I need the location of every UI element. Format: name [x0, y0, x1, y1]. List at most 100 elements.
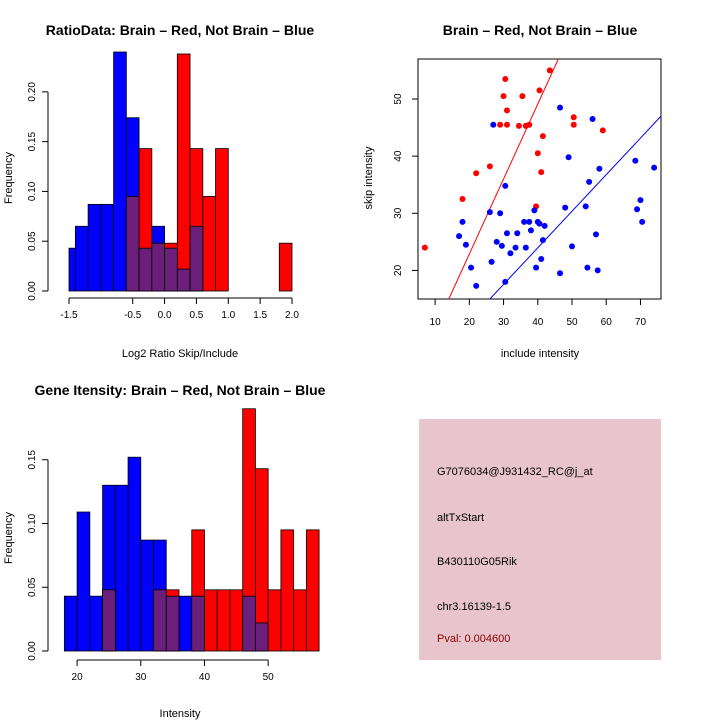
- not-brain-point: [486, 209, 493, 216]
- brain-point: [459, 196, 466, 202]
- brain-point: [503, 121, 510, 128]
- overlap-bar: [164, 247, 178, 292]
- not-brain-point: [557, 270, 564, 277]
- x-tick-label: 60: [601, 317, 613, 328]
- overlap-bar: [242, 595, 256, 652]
- not-brain-point: [497, 210, 504, 217]
- brain-point: [503, 107, 510, 114]
- intensity-ylabel: Frequency: [3, 512, 15, 564]
- y-tick-label: 0.00: [27, 641, 38, 661]
- not-brain-point: [569, 243, 576, 250]
- overlap-bar: [151, 242, 165, 292]
- brain-fit-line: [448, 59, 559, 299]
- brain-point: [526, 121, 533, 128]
- not-brain-point: [459, 218, 466, 225]
- brain-bar: [293, 589, 307, 652]
- x-tick-label: 30: [135, 672, 147, 683]
- not-brain-point: [514, 230, 521, 237]
- not-brain-point: [589, 116, 596, 122]
- not-brain-point: [526, 218, 533, 225]
- intensity-title: Gene Itensity: Brain – Red, Not Brain – …: [35, 382, 326, 398]
- not-brain-bar: [127, 456, 142, 652]
- brain-point: [539, 133, 546, 140]
- not-brain-point: [539, 237, 546, 244]
- probe-id: G7076034@J931432_RC@j_at: [437, 466, 593, 478]
- x-tick-label: 20: [72, 672, 84, 683]
- not-brain-point: [490, 121, 497, 128]
- not-brain-bar: [140, 539, 154, 652]
- x-tick-label: 1.5: [253, 310, 267, 321]
- not-brain-bar: [63, 595, 78, 652]
- overlap-bar: [165, 595, 180, 652]
- x-tick-label: 50: [566, 317, 578, 328]
- y-tick-label: 0.10: [27, 181, 38, 201]
- brain-point: [502, 76, 509, 82]
- scatter-xlabel: include intensity: [501, 348, 580, 360]
- overlap-bar: [102, 589, 116, 652]
- y-tick-label: 0.00: [27, 281, 38, 301]
- y-tick-label: 0.15: [27, 131, 38, 151]
- overlap-bar: [191, 595, 205, 652]
- x-tick-label: 0.0: [158, 310, 172, 321]
- ratio-xlabel: Log2 Ratio Skip/Include: [122, 348, 238, 360]
- scatter-plot: 10 20 30 40 50 60 70 20 30 40 50: [393, 58, 662, 328]
- not-brain-point: [462, 241, 469, 248]
- ratio-histogram: -1.5 -0.5 0.0 0.5 1.0 1.5 2.0 0.00 0.05 0.10 0.15 0…: [27, 51, 299, 321]
- not-brain-point: [521, 218, 528, 225]
- not-brain-point: [557, 104, 564, 111]
- brain-bar: [176, 53, 191, 292]
- brain-point: [599, 127, 606, 134]
- not-brain-point: [592, 231, 599, 238]
- overlap-bar: [176, 268, 191, 292]
- not-brain-point: [651, 164, 658, 171]
- brain-bar: [216, 589, 231, 652]
- not-brain-point: [522, 244, 529, 251]
- not-brain-point: [541, 222, 548, 229]
- y-tick-label: 0.05: [27, 577, 38, 597]
- not-brain-point: [536, 220, 543, 227]
- not-brain-point: [473, 282, 480, 289]
- not-brain-point: [503, 230, 510, 237]
- brain-bar: [229, 589, 244, 652]
- brain-bar: [267, 589, 282, 652]
- y-tick-label: 0.05: [27, 231, 38, 251]
- not-brain-point: [562, 204, 569, 211]
- y-tick-label: 40: [393, 150, 404, 162]
- not-brain-point: [531, 207, 538, 214]
- brain-point: [421, 244, 428, 251]
- brain-bar: [204, 589, 218, 652]
- event-type: altTxStart: [437, 512, 484, 524]
- brain-point: [536, 87, 543, 94]
- brain-point: [473, 170, 480, 177]
- not-brain-point: [632, 157, 639, 164]
- y-tick-label: 0.10: [27, 513, 38, 533]
- x-tick-label: 2.0: [285, 310, 299, 321]
- brain-point: [486, 163, 493, 170]
- brain-bar: [202, 195, 216, 292]
- overlap-bar: [138, 247, 153, 292]
- overlap-bar: [125, 195, 140, 292]
- not-brain-bar: [178, 595, 193, 652]
- x-tick-label: 0.5: [189, 310, 203, 321]
- not-brain-point: [493, 238, 500, 245]
- not-brain-bar: [113, 51, 127, 292]
- brain-point: [546, 67, 553, 74]
- not-brain-point: [538, 256, 545, 262]
- y-tick-label: 0.20: [27, 82, 38, 102]
- brain-point: [570, 121, 577, 128]
- p-value: Pval: 0.004600: [437, 633, 510, 645]
- brain-point: [534, 150, 541, 157]
- not-brain-point: [565, 154, 572, 161]
- x-tick-label: 10: [430, 317, 442, 328]
- x-tick-label: 1.0: [221, 310, 235, 321]
- x-tick-label: 50: [263, 672, 275, 683]
- not-brain-point: [596, 165, 603, 172]
- x-tick-label: 30: [498, 317, 510, 328]
- overlap-bar: [153, 589, 167, 652]
- not-brain-point: [639, 218, 646, 225]
- brain-point: [497, 121, 504, 128]
- brain-bar: [305, 529, 320, 652]
- scatter-title: Brain – Red, Not Brain – Blue: [443, 22, 638, 38]
- x-tick-label: 40: [199, 672, 211, 683]
- not-brain-bar: [114, 484, 129, 652]
